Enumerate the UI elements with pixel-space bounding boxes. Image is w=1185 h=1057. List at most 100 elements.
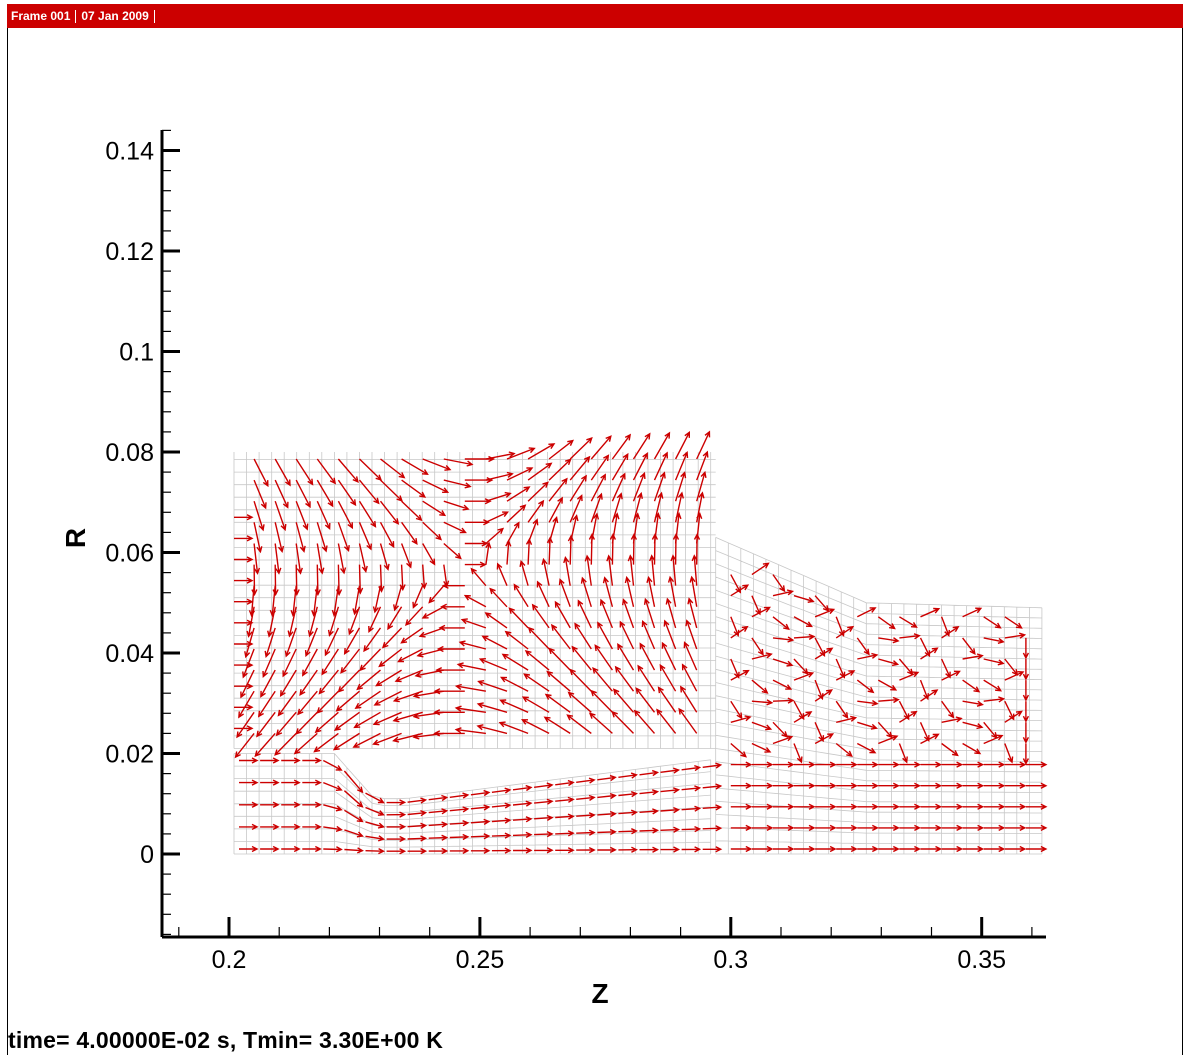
- velocity-arrow: [639, 827, 660, 834]
- velocity-arrow: [678, 707, 698, 734]
- velocity-arrow: [412, 690, 444, 699]
- velocity-arrow: [387, 606, 403, 631]
- velocity-arrow: [256, 711, 276, 738]
- velocity-arrow: [920, 824, 943, 832]
- velocity-arrow: [814, 679, 824, 701]
- velocity-arrow: [491, 847, 512, 854]
- velocity-arrow: [899, 824, 921, 832]
- velocity-arrow: [962, 824, 985, 832]
- velocity-arrow: [878, 735, 899, 745]
- velocity-arrow: [418, 627, 445, 638]
- velocity-arrow: [234, 577, 254, 584]
- velocity-arrow: [527, 499, 545, 523]
- velocity-arrow: [687, 597, 698, 629]
- velocity-arrow: [302, 779, 322, 786]
- velocity-arrow: [793, 743, 803, 764]
- velocity-arrow: [983, 782, 1006, 789]
- velocity-arrow: [569, 494, 583, 523]
- velocity-arrow: [363, 627, 382, 653]
- velocity-arrow: [343, 770, 364, 794]
- velocity-arrow: [548, 647, 571, 671]
- velocity-arrow: [264, 627, 276, 658]
- velocity-arrow: [412, 585, 424, 609]
- y-tick-label: 0.02: [105, 741, 154, 769]
- velocity-arrow: [449, 833, 470, 841]
- velocity-arrow: [878, 824, 900, 832]
- velocity-arrow: [401, 458, 429, 475]
- velocity-arrow: [302, 757, 322, 764]
- velocity-arrow: [521, 719, 550, 735]
- velocity-arrow: [513, 583, 529, 608]
- velocity-arrow: [407, 810, 428, 817]
- velocity-arrow: [295, 458, 314, 486]
- velocity-arrow: [941, 626, 960, 639]
- velocity-arrow: [983, 616, 1002, 629]
- velocity-arrow: [239, 779, 259, 786]
- velocity-arrow: [234, 640, 254, 648]
- velocity-arrow: [550, 623, 571, 650]
- velocity-arrow: [337, 543, 347, 575]
- velocity-arrow: [354, 690, 381, 709]
- velocity-arrow: [794, 845, 816, 853]
- velocity-arrow: [534, 847, 554, 854]
- velocity-arrow: [941, 761, 964, 768]
- velocity-arrow: [324, 627, 340, 657]
- velocity-arrow: [274, 543, 282, 575]
- velocity-arrow: [372, 732, 402, 746]
- velocity-arrow: [814, 637, 826, 657]
- velocity-arrow: [527, 462, 553, 481]
- y-axis-label: R: [60, 528, 91, 548]
- velocity-arrow: [660, 826, 681, 833]
- velocity-arrow: [569, 514, 579, 544]
- velocity-arrow: [443, 521, 467, 534]
- velocity-arrow: [323, 781, 343, 791]
- velocity-arrow: [602, 576, 614, 607]
- velocity-arrow: [983, 761, 1006, 768]
- velocity-arrow: [521, 696, 550, 713]
- velocity-arrow: [323, 846, 343, 853]
- velocity-arrow: [234, 732, 255, 759]
- velocity-arrow: [365, 792, 385, 804]
- velocity-arrow: [614, 665, 635, 692]
- velocity-arrow: [877, 679, 898, 691]
- velocity-arrow: [920, 782, 943, 789]
- velocity-arrow: [751, 845, 774, 853]
- velocity-arrow: [277, 690, 297, 717]
- velocity-arrow: [234, 683, 254, 690]
- velocity-arrow: [375, 669, 402, 687]
- velocity-arrow: [857, 700, 879, 707]
- velocity-arrow: [433, 688, 465, 695]
- velocity-arrow: [234, 556, 254, 563]
- velocity-arrow: [454, 727, 486, 735]
- velocity-arrow: [1022, 680, 1030, 702]
- velocity-arrow: [381, 627, 403, 649]
- velocity-arrow: [337, 458, 359, 483]
- velocity-arrow: [660, 806, 681, 814]
- velocity-arrow: [815, 824, 837, 832]
- velocity-arrow: [293, 732, 318, 755]
- velocity-arrow: [234, 535, 254, 542]
- velocity-arrow: [1022, 637, 1030, 660]
- velocity-arrow: [422, 543, 436, 566]
- velocity-arrow: [584, 554, 592, 586]
- velocity-arrow: [632, 471, 646, 502]
- velocity-arrow: [470, 789, 491, 797]
- velocity-arrow: [284, 627, 297, 658]
- velocity-arrow: [344, 829, 364, 838]
- velocity-arrow: [512, 847, 533, 854]
- velocity-arrow: [504, 630, 529, 650]
- velocity-arrow: [597, 621, 614, 650]
- velocity-arrow: [302, 845, 322, 853]
- velocity-arrow: [523, 673, 550, 692]
- velocity-arrow: [772, 735, 794, 745]
- velocity-arrow: [534, 830, 554, 838]
- velocity-arrow: [449, 806, 470, 813]
- velocity-arrow: [464, 540, 489, 547]
- x-tick-label: 0.3: [713, 946, 748, 974]
- velocity-arrow: [358, 543, 368, 573]
- velocity-arrow: [857, 761, 879, 768]
- velocity-arrow: [506, 521, 520, 544]
- velocity-arrow: [260, 669, 276, 698]
- velocity-arrow: [548, 439, 575, 460]
- velocity-arrow: [302, 801, 322, 808]
